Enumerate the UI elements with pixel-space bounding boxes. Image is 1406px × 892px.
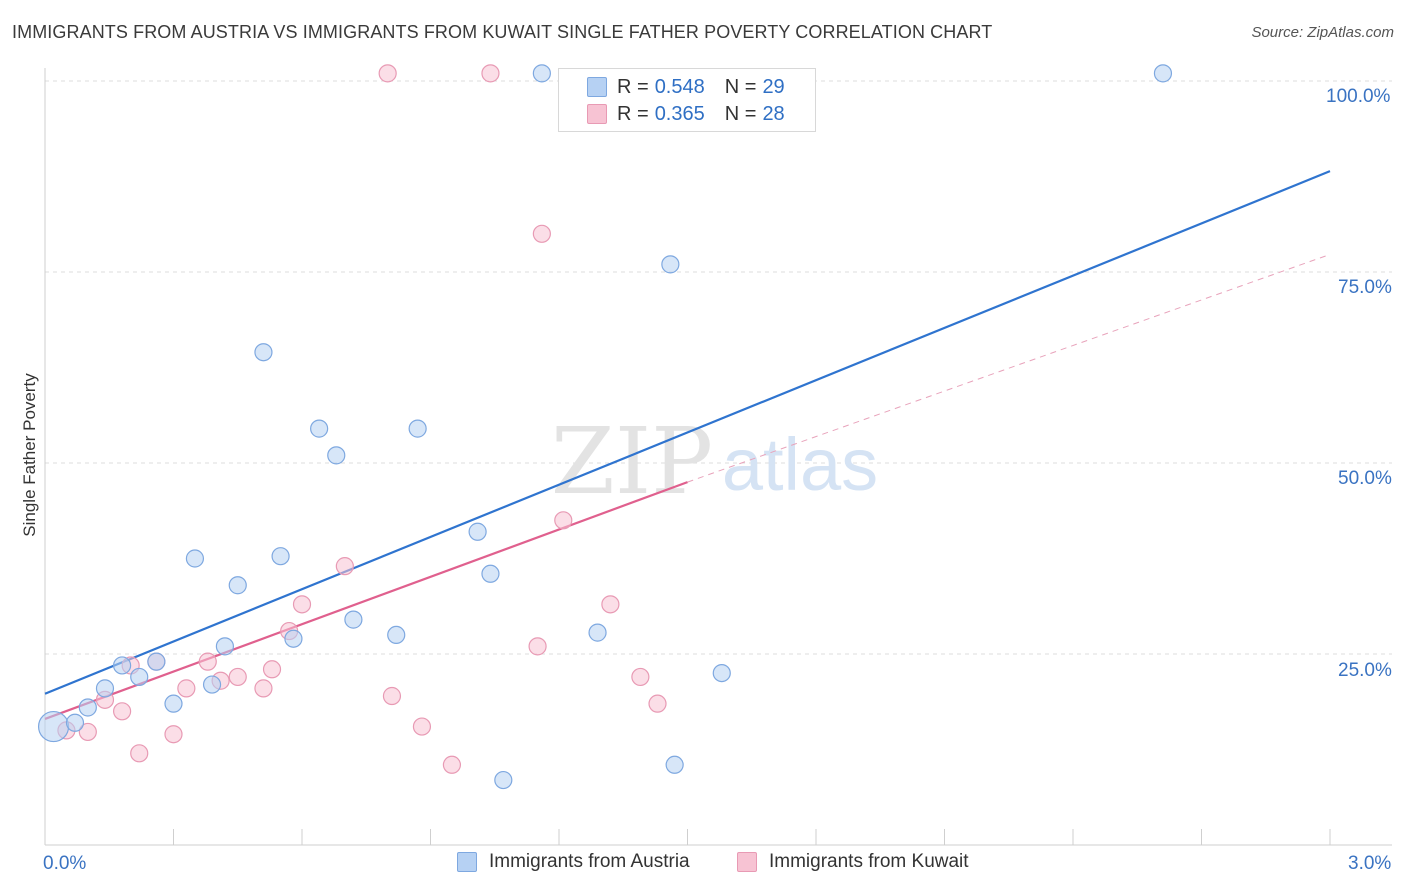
austria-point <box>1153 64 1173 83</box>
kuwait-point <box>648 694 667 713</box>
austria-point <box>271 547 290 566</box>
axes <box>44 68 1392 846</box>
austria-point <box>78 698 97 717</box>
legend-n-label: N = <box>724 102 757 125</box>
austria-point <box>65 713 85 732</box>
legend-r-value-austria: 0.548 <box>654 75 705 98</box>
kuwait-point <box>78 722 97 742</box>
legend-r-label: R = <box>617 75 649 98</box>
trend-lines <box>44 170 1331 720</box>
legend-item-austria: Immigrants from Austria <box>457 851 690 873</box>
legend-item-kuwait: Immigrants from Kuwait <box>737 851 969 873</box>
kuwait-legend-swatch <box>737 852 757 872</box>
kuwait-point <box>554 511 573 530</box>
kuwait-point <box>382 686 402 706</box>
legend-r-label: R = <box>617 102 649 125</box>
kuwait-point <box>262 660 282 679</box>
kuwait-point <box>198 652 217 671</box>
y-tick-label: 100.0% <box>1326 86 1391 107</box>
y-tick-label: 50.0% <box>1338 468 1392 489</box>
kuwait-trend-line <box>44 481 688 720</box>
legend-row-kuwait: R = 0.365 N = 28 <box>587 102 785 126</box>
austria-point <box>95 679 115 698</box>
austria-point <box>468 522 487 541</box>
correlation-legend: R = 0.548 N = 29 R = 0.365 N = 28 <box>558 68 816 132</box>
watermark-zip: ZIP <box>551 408 713 515</box>
data-points <box>37 64 1173 790</box>
kuwait-point <box>254 679 273 698</box>
austria-point <box>147 652 166 671</box>
kuwait-point <box>292 595 312 614</box>
kuwait-point <box>412 717 432 736</box>
austria-legend-swatch <box>457 852 477 872</box>
legend-n-label: N = <box>724 75 757 98</box>
austria-point <box>481 564 500 583</box>
kuwait-point <box>528 637 547 656</box>
austria-point <box>387 625 406 645</box>
austria-point <box>37 710 70 743</box>
kuwait-point <box>378 64 397 83</box>
austria-point <box>712 663 731 683</box>
austria-point <box>327 446 346 465</box>
source-label: Source: ZipAtlas.com <box>1251 24 1394 41</box>
kuwait-point <box>631 667 650 687</box>
kuwait-point <box>532 224 551 243</box>
x-tick-label-min: 0.0% <box>43 853 87 874</box>
kuwait-point <box>228 667 247 687</box>
watermark: ZIP atlas <box>551 408 878 515</box>
y-tick-label: 75.0% <box>1338 277 1392 298</box>
austria-point <box>164 694 183 713</box>
kuwait-legend-label: Immigrants from Kuwait <box>769 851 969 872</box>
austria-point <box>310 419 329 438</box>
kuwait-point <box>601 595 620 614</box>
austria-swatch <box>587 77 607 97</box>
kuwait-trend-extension <box>687 253 1331 483</box>
x-tick-label-max: 3.0% <box>1348 853 1392 874</box>
austria-point <box>185 549 205 568</box>
legend-r-value-kuwait: 0.365 <box>654 102 705 125</box>
austria-point <box>532 64 551 83</box>
kuwait-point <box>442 755 462 774</box>
y-tick-label: 25.0% <box>1338 660 1392 681</box>
chart-title: IMMIGRANTS FROM AUSTRIA VS IMMIGRANTS FR… <box>12 22 993 42</box>
austria-legend-label: Immigrants from Austria <box>489 851 690 872</box>
kuwait-point <box>335 557 354 576</box>
austria-trend-line <box>44 170 1331 695</box>
austria-point <box>665 755 684 774</box>
legend-row-austria: R = 0.548 N = 29 <box>587 75 785 99</box>
austria-point <box>254 343 273 362</box>
austria-point <box>130 667 149 687</box>
austria-point <box>202 675 222 694</box>
austria-point <box>112 656 132 675</box>
kuwait-point <box>481 64 500 83</box>
kuwait-point <box>177 679 196 698</box>
austria-point <box>661 255 680 274</box>
austria-point <box>215 637 234 656</box>
kuwait-point <box>112 702 132 721</box>
watermark-atlas: atlas <box>722 423 878 506</box>
gridlines <box>45 80 1392 655</box>
kuwait-swatch <box>587 104 607 124</box>
austria-point <box>494 770 513 790</box>
legend-n-value-kuwait: 28 <box>762 102 785 125</box>
kuwait-point <box>164 725 183 744</box>
austria-point <box>588 623 607 642</box>
austria-point <box>344 610 363 629</box>
austria-point <box>408 419 427 438</box>
austria-point <box>284 629 303 648</box>
kuwait-point <box>130 744 149 763</box>
austria-point <box>228 576 247 595</box>
legend-n-value-austria: 29 <box>762 75 785 98</box>
